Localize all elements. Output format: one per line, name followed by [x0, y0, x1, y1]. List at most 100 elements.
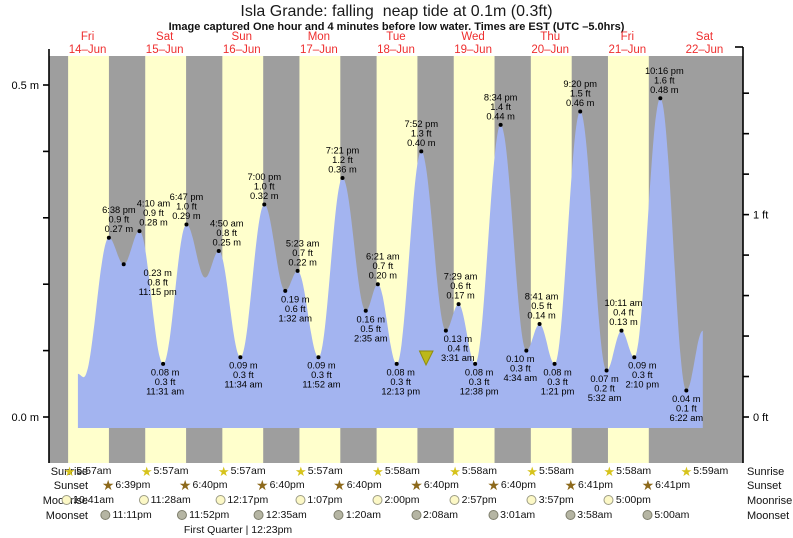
tide-extreme-label-line: 0.28 m: [139, 218, 168, 228]
day-date: 19–Jun: [454, 44, 492, 56]
moonset-icon: [488, 510, 499, 520]
tide-extreme-label-line: 0.25 m: [213, 238, 242, 248]
tide-extreme-label-line: 0.14 m: [527, 311, 556, 321]
sunrise-entry: ★ 5:59am: [681, 465, 729, 478]
tide-extreme-label-line: 1.5 ft: [570, 89, 591, 99]
sunrise-icon: ★: [295, 463, 307, 479]
tide-extreme-dot: [121, 262, 126, 267]
sunset-time: 6:40pm: [423, 479, 459, 491]
sunset-entry: ★ 6:41pm: [642, 478, 691, 492]
astro-row-label-sunset: Sunset: [747, 480, 782, 492]
day-name: Wed: [461, 31, 484, 43]
tide-extreme-label-line: 0.07 m: [590, 374, 619, 384]
tide-extreme-label-line: 1.0 ft: [176, 201, 197, 211]
tide-extreme-dot: [394, 361, 399, 366]
moonrise-entry: 11:28am: [138, 494, 191, 506]
sunrise-entry: ★ 5:57am: [295, 463, 343, 479]
tide-extreme-dot: [632, 355, 637, 360]
tide-extreme-dot: [537, 322, 542, 327]
sunrise-icon: ★: [217, 463, 230, 479]
tide-extreme-dot: [419, 149, 424, 154]
sunset-icon: ★: [410, 476, 423, 493]
sunrise-time: 5:58am: [539, 465, 575, 477]
day-name: Tue: [386, 31, 405, 43]
right-axis-label: 0 ft: [753, 412, 768, 424]
tide-extreme-dot: [216, 249, 221, 253]
tide-extreme-label-line: 0.09 m: [229, 361, 258, 371]
tide-extreme-label-line: 1:32 am: [278, 313, 312, 323]
sunrise-time: 5:57am: [307, 465, 343, 477]
moonrise-entry: 12:17pm: [215, 494, 268, 506]
moonrise-entry: 1:07pm: [295, 494, 342, 506]
tide-extreme-label-line: 2:10 pm: [625, 380, 659, 390]
sunrise-entry: ★ 5:58am: [526, 465, 575, 478]
tide-extreme-label-line: 0.9 ft: [143, 208, 164, 218]
day-date: 17–Jun: [300, 44, 338, 56]
tide-extreme-label-line: 0.2 ft: [594, 384, 615, 394]
tide-extreme-label-line: 5:32 am: [588, 393, 622, 403]
tide-extreme-label-line: 10:11 am: [604, 298, 642, 308]
tide-extreme-label-line: 0.40 m: [407, 138, 436, 148]
tide-extreme-label-line: 11:52 am: [302, 380, 340, 390]
tide-extreme-label-line: 7:21 pm: [326, 145, 360, 155]
sunset-time: 6:41pm: [655, 479, 691, 491]
tide-extreme-dot: [137, 229, 142, 234]
tide-extreme-dot: [524, 348, 529, 353]
sunrise-time: 5:58am: [461, 465, 497, 477]
tide-extreme-label-line: 10:16 pm: [645, 66, 684, 76]
tide-extreme-label-line: 0.6 ft: [285, 304, 306, 314]
sunrise-entry: ★ 5:57am: [217, 463, 266, 479]
tide-extreme-dot: [619, 328, 624, 333]
tide-extreme-label-line: 4:10 am: [137, 199, 171, 209]
sunset-entry: ★ 6:40pm: [487, 478, 536, 492]
day-date: 18–Jun: [377, 44, 415, 56]
tide-extreme-dot: [184, 222, 189, 227]
tide-extreme-label-line: 0.44 m: [486, 111, 515, 121]
chart-title: Isla Grande: falling neap tide at 0.1m (…: [240, 3, 553, 20]
sunrise-icon: ★: [449, 463, 461, 479]
moonset-time: 11:11pm: [112, 509, 152, 521]
tide-extreme-label-line: 0.13 m: [444, 334, 473, 344]
sunrise-entry: ★ 5:58am: [372, 465, 420, 478]
moonrise-time: 2:00pm: [384, 494, 420, 506]
tide-extreme-label-line: 0.1 ft: [676, 403, 697, 413]
tide-extreme-label-line: 7:52 pm: [404, 119, 438, 129]
tide-extreme-label-line: 6:38 pm: [102, 205, 136, 215]
capture-time-marker: [418, 350, 434, 367]
astro-row-label-moonset: Moonset: [747, 510, 790, 522]
astro-row-label-sunrise: Sunrise: [50, 466, 88, 478]
astro-row-label-sunset: Sunset: [53, 480, 88, 492]
sunrise-entry: ★ 5:57am: [64, 465, 112, 478]
day-name: Thu: [540, 31, 560, 43]
tide-extreme-label-line: 0.08 m: [151, 367, 180, 377]
day-name: Fri: [621, 31, 634, 43]
tide-extreme-label-line: 1.4 ft: [490, 102, 511, 112]
tide-extreme-label-line: 0.29 m: [172, 211, 201, 221]
moonset-icon: [177, 510, 188, 520]
moonrise-icon: [526, 495, 537, 505]
left-axis-label: 0.5 m: [11, 80, 39, 92]
tide-extreme-label-line: 0.32 m: [250, 191, 279, 201]
sunrise-time: 5:57am: [76, 465, 112, 477]
astro-row-label-sunrise: Sunrise: [747, 466, 785, 478]
moonset-entry: 2:08am: [411, 509, 458, 521]
sunset-time: 6:40pm: [192, 479, 228, 491]
moonrise-time: 2:57pm: [461, 494, 497, 506]
axes: [43, 46, 749, 463]
day-name: Sat: [156, 31, 174, 43]
day-date: 14–Jun: [69, 44, 107, 56]
tide-extreme-label-line: 1.0 ft: [254, 182, 275, 192]
left-axis-label: 0.0 m: [11, 412, 39, 424]
sunset-icon: ★: [564, 476, 578, 493]
moonrise-icon: [215, 495, 226, 505]
moonset-icon: [642, 510, 653, 520]
sunset-entry: ★ 6:41pm: [564, 476, 613, 493]
moonrise-entry: 3:57pm: [526, 494, 574, 506]
moonset-icon: [100, 510, 111, 520]
tide-extreme-label-line: 1.2 ft: [332, 155, 353, 165]
tide-extreme-label-line: 0.08 m: [465, 367, 494, 377]
sunrise-entry: ★ 5:57am: [141, 465, 189, 478]
tide-extreme-dot: [578, 109, 583, 114]
tide-extreme-label-line: 0.09 m: [307, 361, 336, 371]
